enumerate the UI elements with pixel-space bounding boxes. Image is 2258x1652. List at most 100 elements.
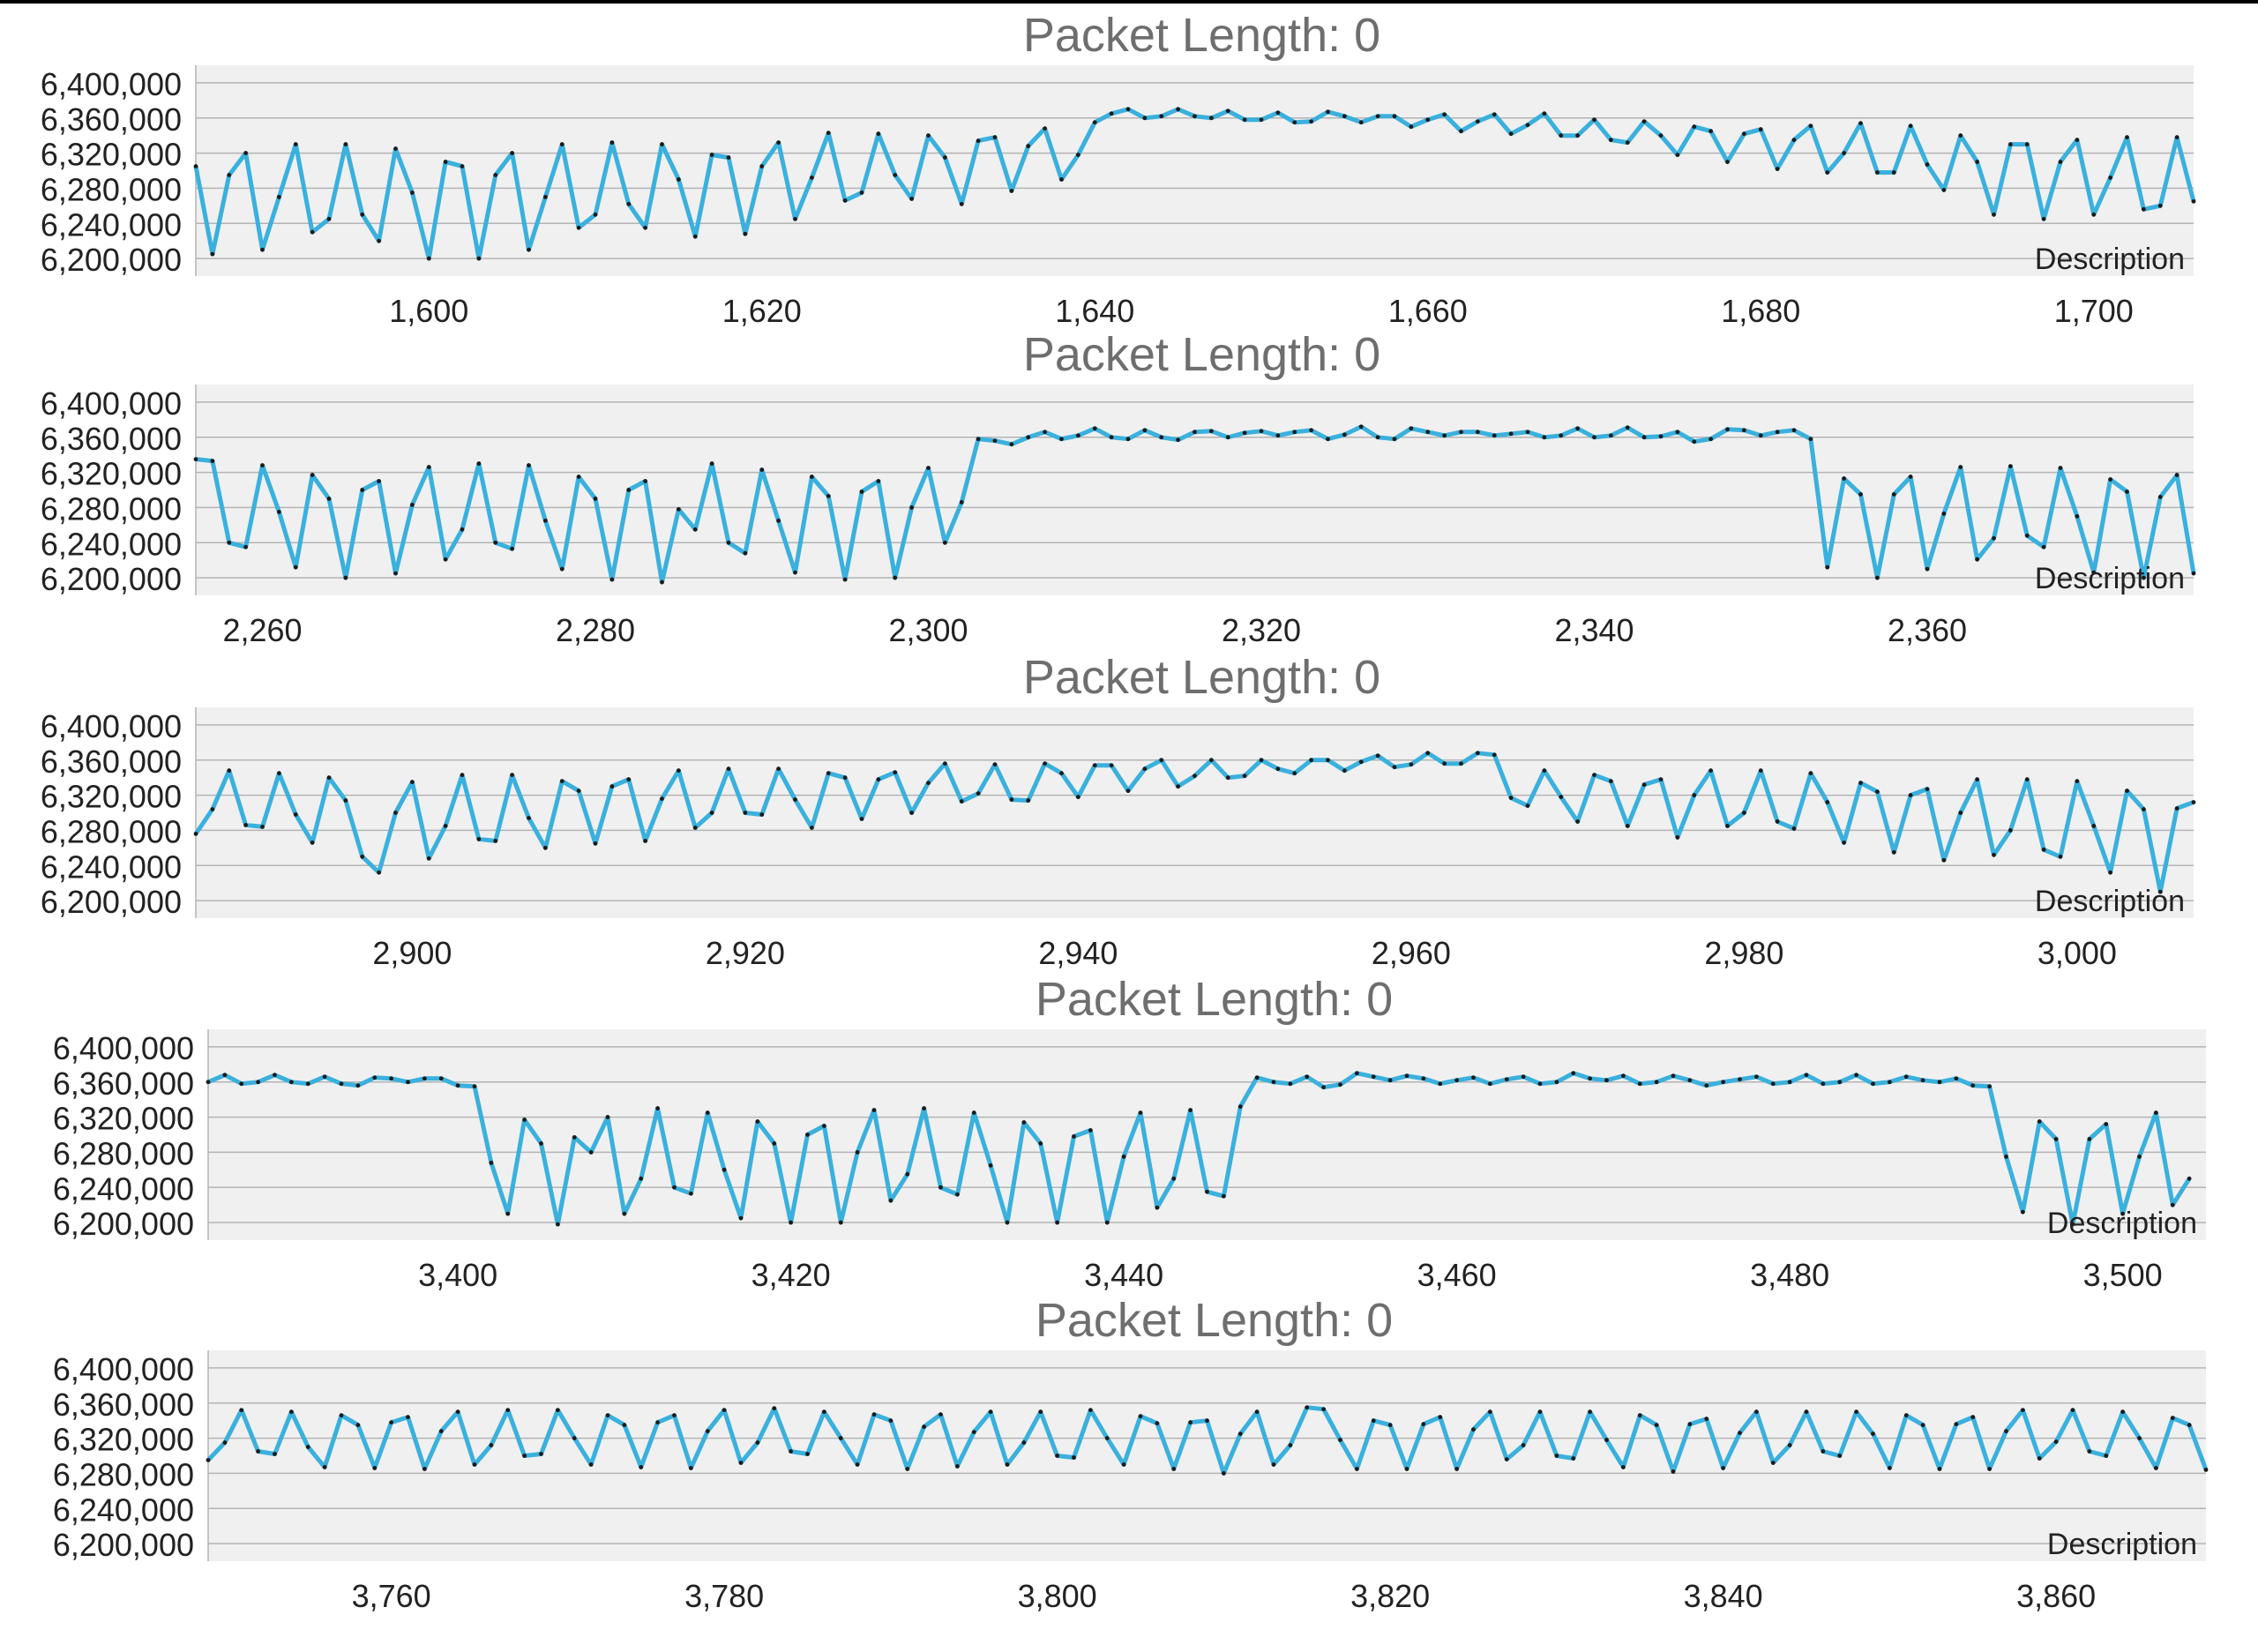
data-point — [1459, 761, 1463, 766]
data-point — [1026, 144, 1031, 149]
data-point — [826, 494, 831, 498]
data-point — [909, 196, 915, 201]
data-point — [1825, 170, 1830, 175]
data-point — [942, 540, 947, 545]
data-point — [1842, 151, 1847, 155]
legend-label: Description — [2047, 1207, 2197, 1240]
data-point — [1342, 768, 1347, 774]
x-tick-label: 2,980 — [1704, 935, 1783, 970]
data-point — [1641, 782, 1647, 788]
data-point — [643, 225, 648, 230]
chart-panel-4: Packet Length: 0 6,200,0006,240,0006,280,… — [53, 973, 2206, 1292]
data-point — [1259, 758, 1264, 763]
data-point — [355, 1083, 361, 1088]
data-point — [688, 1191, 693, 1196]
data-point — [1072, 1134, 1076, 1139]
data-point — [1292, 430, 1297, 435]
data-point — [1871, 1081, 1875, 1087]
data-point — [2075, 513, 2080, 519]
x-tick-label: 3,860 — [2016, 1578, 2096, 1613]
data-point — [2041, 544, 2046, 549]
data-point — [1288, 1081, 1293, 1087]
data-point — [593, 212, 598, 217]
data-point — [1738, 1431, 1742, 1436]
data-point — [422, 1076, 427, 1081]
data-point — [426, 465, 431, 470]
data-point — [2104, 1454, 2109, 1458]
data-point — [2091, 570, 2097, 575]
x-tick-label: 1,620 — [722, 293, 802, 328]
data-point — [1775, 819, 1780, 824]
data-point — [227, 540, 232, 545]
data-point — [1592, 435, 1596, 440]
data-point — [288, 1080, 294, 1085]
data-point — [276, 771, 281, 776]
data-point — [1072, 1455, 1076, 1460]
data-point — [1425, 430, 1431, 435]
data-point — [2058, 466, 2063, 471]
data-point — [1142, 116, 1148, 121]
data-point — [1442, 761, 1447, 766]
data-point — [1342, 114, 1347, 119]
data-point — [888, 1418, 893, 1424]
data-point — [942, 155, 947, 160]
data-point — [326, 775, 332, 781]
data-point — [2091, 824, 2097, 828]
data-point — [1891, 849, 1896, 855]
data-point — [672, 1413, 677, 1418]
data-point — [2203, 1468, 2209, 1472]
data-point — [1571, 1456, 1576, 1461]
data-point — [1438, 1081, 1443, 1087]
data-point — [493, 540, 498, 545]
data-point — [655, 1106, 661, 1111]
data-point — [326, 216, 332, 221]
data-point — [206, 1080, 211, 1085]
data-point — [310, 840, 315, 845]
y-tick-label: 6,280,000 — [53, 1456, 194, 1492]
data-point — [2070, 1222, 2075, 1227]
data-point — [310, 229, 315, 235]
data-point — [1753, 1074, 1759, 1080]
y-tick-label: 6,400,000 — [53, 1030, 194, 1066]
data-point — [1354, 1467, 1359, 1471]
data-point — [709, 461, 714, 467]
data-point — [722, 1167, 727, 1172]
data-point — [971, 1430, 976, 1435]
data-point — [326, 497, 332, 501]
data-point — [227, 768, 232, 774]
data-point — [1338, 1438, 1342, 1442]
data-point — [559, 566, 564, 572]
data-point — [1770, 1461, 1776, 1465]
y-tick-label: 6,320,000 — [41, 137, 182, 173]
data-point — [2008, 828, 2013, 833]
data-point — [1559, 133, 1564, 138]
data-point — [260, 247, 265, 252]
data-point — [992, 438, 998, 444]
data-point — [692, 527, 698, 532]
x-tick-label: 2,920 — [706, 935, 785, 970]
x-tick-label: 3,460 — [1417, 1257, 1497, 1292]
data-point — [443, 557, 448, 562]
data-point — [1871, 1431, 1875, 1437]
data-point — [1625, 824, 1630, 828]
data-point — [522, 1454, 527, 1458]
data-point — [805, 1132, 810, 1137]
plot-area — [208, 1029, 2206, 1240]
data-point — [2020, 1209, 2025, 1215]
data-point — [1554, 1080, 1559, 1085]
data-point — [1225, 775, 1230, 781]
data-point — [826, 771, 831, 776]
data-point — [1641, 119, 1647, 124]
data-point — [1459, 129, 1463, 134]
data-point — [2008, 464, 2013, 469]
data-point — [743, 231, 748, 236]
y-tick-label: 6,200,000 — [41, 561, 182, 597]
data-point — [609, 784, 615, 789]
data-point — [1171, 1176, 1177, 1181]
data-point — [1092, 120, 1097, 125]
data-point — [193, 164, 198, 168]
data-point — [842, 775, 848, 781]
data-point — [1142, 428, 1148, 433]
series-line — [207, 1071, 2192, 1227]
data-point — [1775, 430, 1780, 435]
